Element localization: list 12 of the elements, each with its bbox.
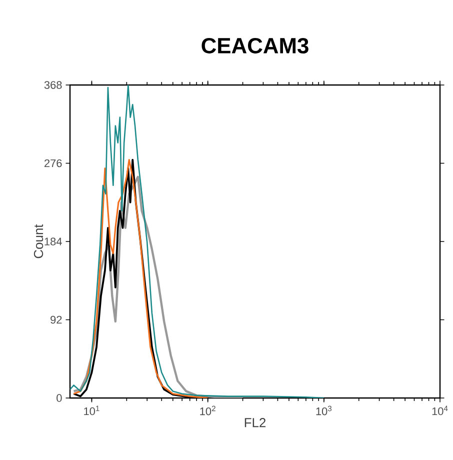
chart-title: CEACAM3 — [202, 38, 308, 54]
y-tick-label: 184 — [44, 238, 62, 246]
y-tick-label: 276 — [44, 159, 62, 168]
x-tick-label: 10$^{3}$ — [316, 406, 332, 416]
y-axis-title: Count — [34, 224, 44, 258]
x-tick-label: 10$^{4}$ — [432, 406, 448, 416]
x-tick-label: 10$^{1}$ — [84, 406, 100, 416]
y-tick-label: 92 — [50, 316, 62, 324]
x-tick-label: 10$^{2}$ — [200, 406, 216, 416]
y-tick-label: 0 — [56, 394, 62, 402]
y-tick-label: 368 — [44, 81, 62, 89]
x-axis-title: FL2 — [244, 418, 266, 428]
